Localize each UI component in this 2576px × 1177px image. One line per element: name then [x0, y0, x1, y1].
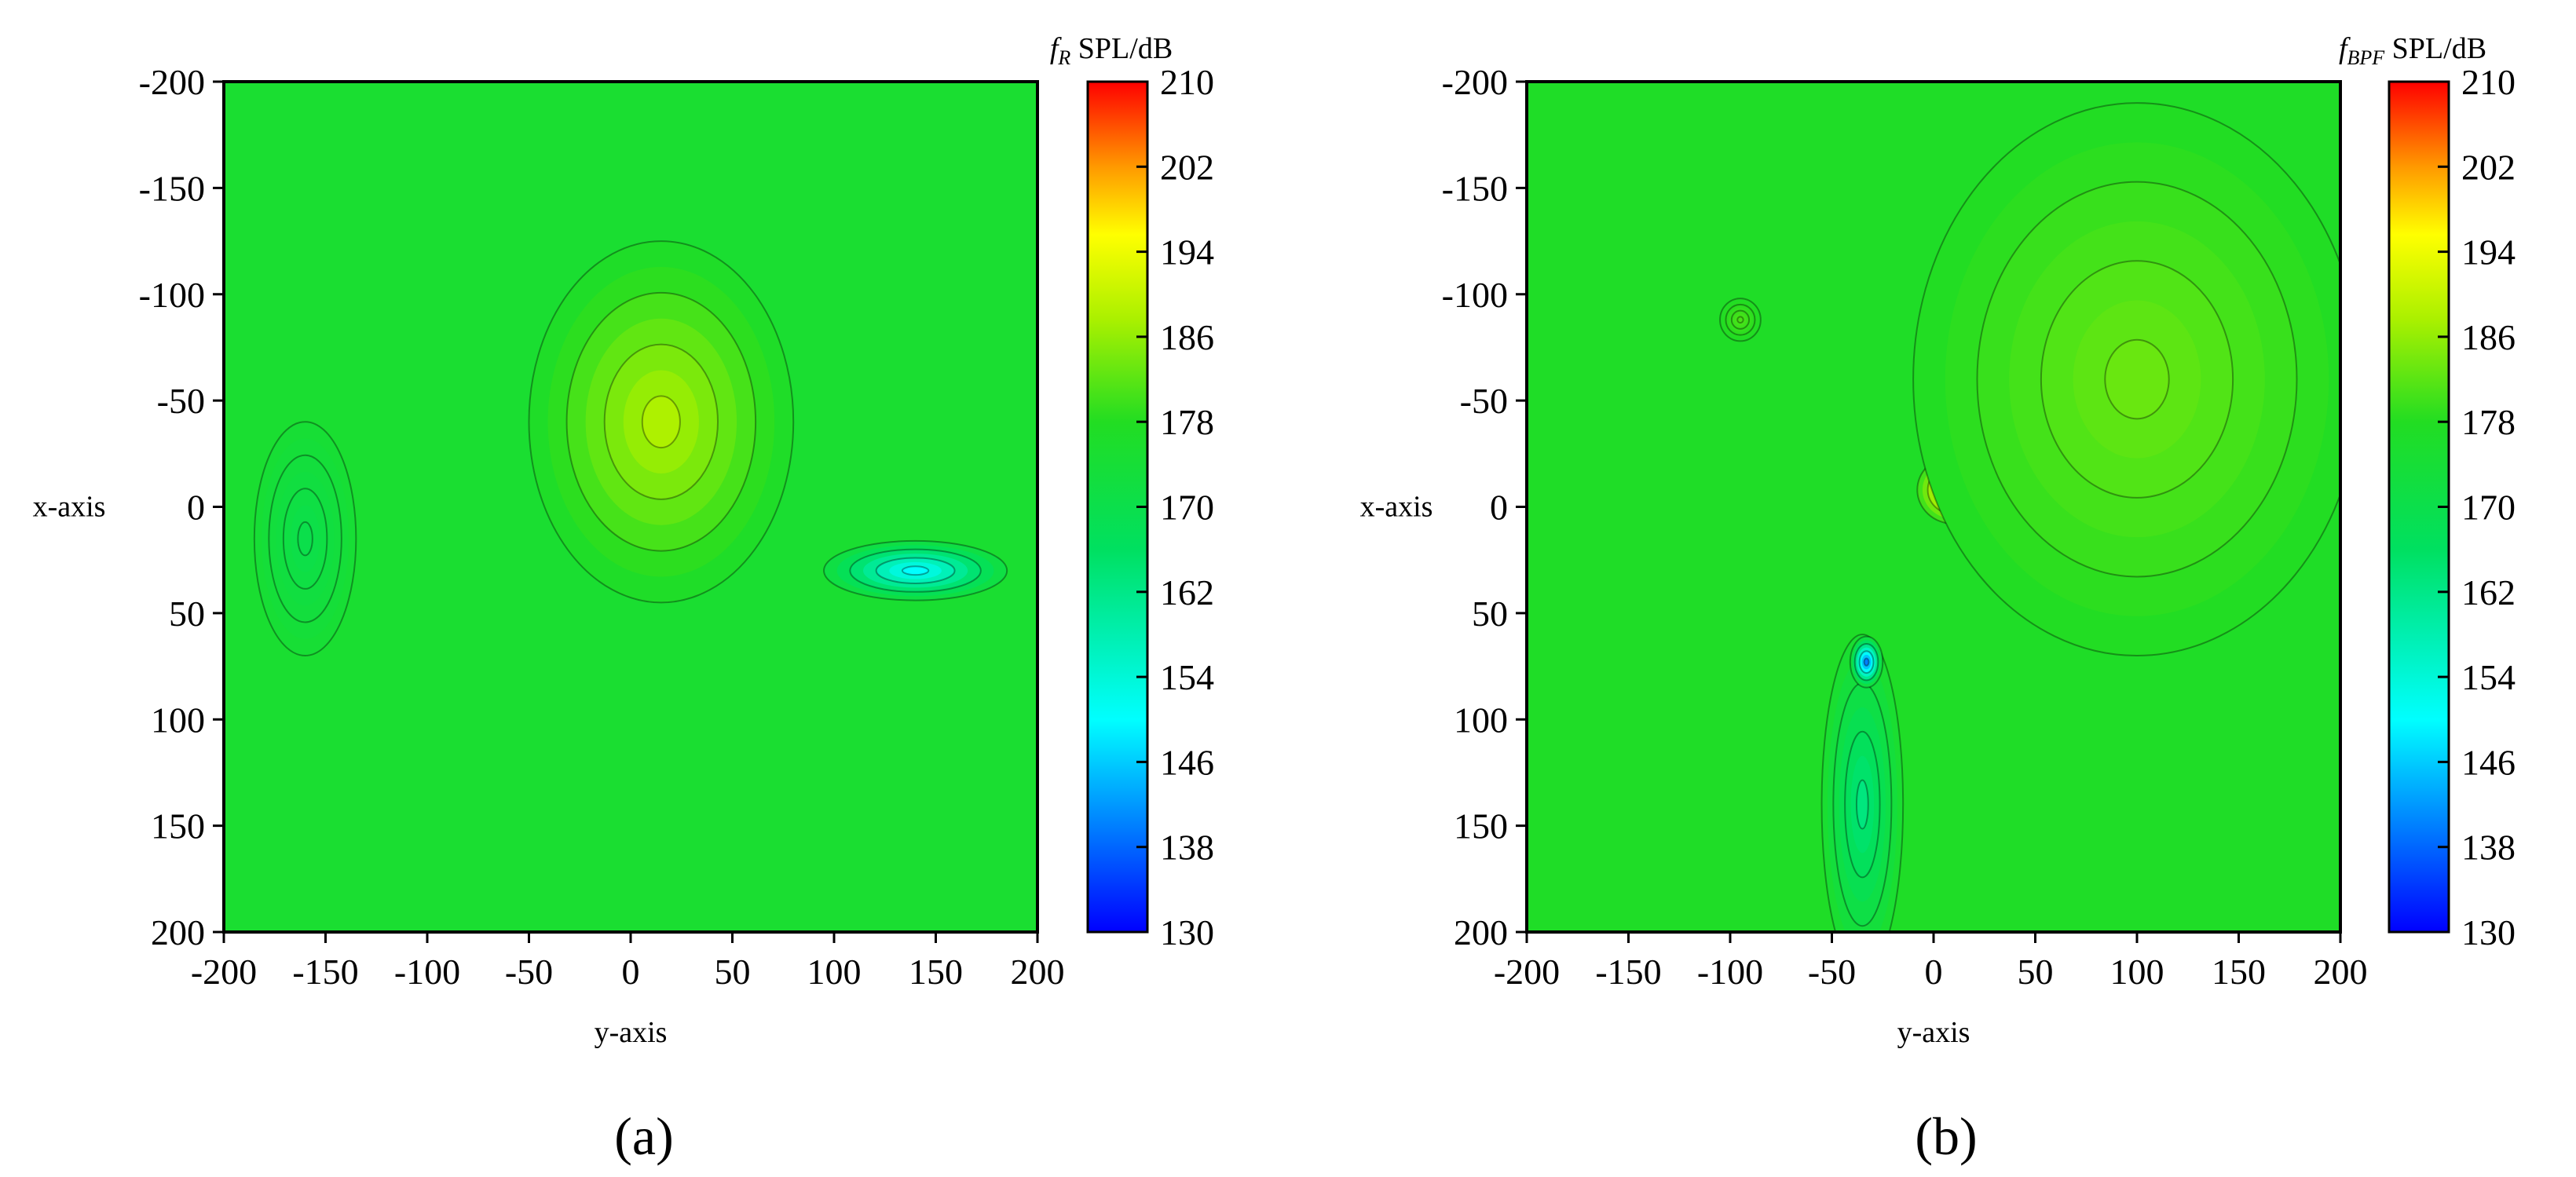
feature-trough-2: [823, 539, 1008, 601]
y-tick-label: 200: [151, 912, 205, 952]
y-tick-label: 50: [169, 594, 205, 634]
contour-field-b: [1527, 82, 2340, 932]
x-tick-label: -50: [505, 952, 553, 992]
colorbar-tick-label: 162: [2461, 572, 2516, 612]
feature-trough-3: [1849, 635, 1884, 689]
feature-halo-1: [528, 240, 795, 604]
y-tick-label: -200: [139, 62, 205, 102]
x-tick-label: -150: [1595, 952, 1661, 992]
panel-b: -200 -150 -100 -50 0 50 100 150 200-200-150-100-…: [1360, 32, 2516, 1049]
colorbar-tick-label: 202: [1160, 147, 1214, 187]
y-tick-label: 200: [1454, 912, 1508, 952]
colorbar-tick-label: 146: [2461, 742, 2516, 782]
colorbar-tick-label: 178: [1160, 402, 1214, 442]
colorbar-tick-label: 194: [1160, 232, 1214, 272]
y-tick-label: 150: [151, 806, 205, 846]
x-tick-label: 150: [2212, 952, 2266, 992]
y-axis-label: x-axis: [33, 491, 106, 524]
x-tick-label: -150: [292, 952, 358, 992]
x-tick-label: 150: [909, 952, 963, 992]
x-tick-label: 0: [1925, 952, 1943, 992]
y-tick-label: 100: [151, 700, 205, 740]
y-tick-label: -100: [1442, 275, 1508, 315]
x-tick-label: 100: [807, 952, 862, 992]
y-tick-label: 0: [1490, 488, 1508, 528]
colorbar-title: fR SPL/dB: [1050, 32, 1173, 69]
x-tick-label: 200: [1011, 952, 1065, 992]
x-tick-label: -50: [1808, 952, 1856, 992]
panel-label-a: (a): [614, 1106, 673, 1166]
feature-trough-2: [1820, 634, 1905, 932]
x-tick-label: 100: [2110, 952, 2164, 992]
colorbar-tick-label: 138: [1160, 828, 1214, 868]
y-tick-label: -50: [157, 381, 205, 421]
contour-band: [2104, 338, 2170, 420]
y-tick-label: 100: [1454, 700, 1508, 740]
x-tick-label: 200: [2314, 952, 2368, 992]
contour-band: [901, 565, 930, 576]
colorbar-tick-label: 186: [1160, 317, 1214, 357]
colorbar-tick-label: 154: [1160, 657, 1214, 697]
contour-band: [297, 521, 313, 557]
x-tick-label: 50: [715, 952, 751, 992]
contour-band: [1855, 779, 1869, 830]
x-axis-label: y-axis: [595, 1016, 668, 1049]
colorbar-tick-label: 202: [2461, 147, 2516, 187]
colorbar-title: fBPF SPL/dB: [2339, 32, 2486, 69]
colorbar-tick-label: 170: [1160, 488, 1214, 528]
y-tick-label: -50: [1460, 381, 1508, 421]
y-tick-label: 50: [1472, 594, 1508, 634]
y-tick-label: -100: [139, 275, 205, 315]
colorbar-tick-label: 170: [2461, 488, 2516, 528]
contour-field-a: [224, 82, 1037, 932]
feature-peak-4: [1719, 298, 1762, 342]
y-tick-label: -150: [139, 168, 205, 208]
colorbar-tick-label: 146: [1160, 742, 1214, 782]
colorbar-tick-label: 178: [2461, 402, 2516, 442]
colorbar-tick-label: 210: [2461, 62, 2516, 102]
x-tick-label: 50: [2018, 952, 2054, 992]
panel-a: -200 -150 -100 -50 0 50 100 150 200-200-150-100-…: [33, 32, 1214, 1049]
x-tick-label: -200: [191, 952, 257, 992]
colorbar-tick-label: 138: [2461, 828, 2516, 868]
contour-band: [1736, 316, 1744, 324]
colorbar-tick-label: 194: [2461, 232, 2516, 272]
y-axis-label: x-axis: [1360, 491, 1433, 524]
panel-label-b: (b): [1915, 1106, 1977, 1166]
colorbar-tick-label: 130: [1160, 912, 1214, 952]
colorbar-tick-label: 130: [2461, 912, 2516, 952]
y-tick-label: -150: [1442, 168, 1508, 208]
colorbar-tick-label: 154: [2461, 657, 2516, 697]
contour-band: [1863, 657, 1870, 667]
feature-trough-3: [253, 421, 357, 657]
colorbar-tick-label: 186: [2461, 317, 2516, 357]
contour-band: [641, 395, 681, 449]
x-tick-label: -100: [1697, 952, 1763, 992]
x-axis-label: y-axis: [1897, 1016, 1970, 1049]
x-tick-label: -100: [394, 952, 460, 992]
feature-halo-1: [1912, 102, 2340, 656]
x-tick-label: -200: [1494, 952, 1560, 992]
colorbar-tick-label: 162: [1160, 572, 1214, 612]
y-tick-label: 0: [187, 488, 205, 528]
y-tick-label: -200: [1442, 62, 1508, 102]
x-tick-label: 0: [622, 952, 640, 992]
y-tick-label: 150: [1454, 806, 1508, 846]
colorbar-tick-label: 210: [1160, 62, 1214, 102]
